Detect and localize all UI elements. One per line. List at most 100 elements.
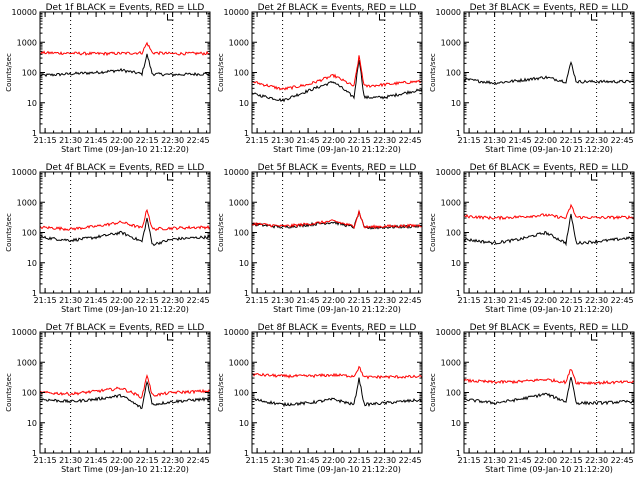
x-tick-label: 21:30 xyxy=(271,296,294,305)
x-tick-label: 21:45 xyxy=(509,456,532,465)
detector-panel-2: Det 2f BLACK = Events, RED = LLD 1 10 100 10… xyxy=(217,3,423,154)
x-tick-label: 21:45 xyxy=(85,296,108,305)
y-tick-label: 10 xyxy=(451,419,461,428)
series-lld-line xyxy=(39,373,211,399)
panel-title: Det 5f BLACK = Events, RED = LLD xyxy=(258,163,417,173)
y-tick-label: 100 xyxy=(446,69,461,78)
x-tick-label: 21:45 xyxy=(297,456,320,465)
x-tick-label: 22:15 xyxy=(348,296,371,305)
x-tick-label: 22:30 xyxy=(161,296,184,305)
detector-panel-3: Det 3f BLACK = Events, RED = LLD 1 10 100 10… xyxy=(429,3,635,154)
y-tick-label: 10000 xyxy=(12,8,37,17)
series-lld-line xyxy=(39,208,211,232)
series-events-line xyxy=(39,380,211,410)
y-tick-label: 10 xyxy=(27,419,37,428)
x-axis-label: Start Time (09-Jan-10 21:12:20) xyxy=(485,145,613,154)
x-tick-label: 21:30 xyxy=(59,456,82,465)
detector-panel-8: Det 8f BLACK = Events, RED = LLD 1 10 100 10… xyxy=(217,323,423,474)
flag-marker xyxy=(379,14,386,21)
x-tick-label: 22:45 xyxy=(187,456,210,465)
panel-title: Det 6f BLACK = Events, RED = LLD xyxy=(470,163,629,173)
x-tick-label: 21:30 xyxy=(483,136,506,145)
x-tick-label: 22:15 xyxy=(136,296,159,305)
y-tick-label: 10 xyxy=(239,259,249,268)
y-tick-label: 1 xyxy=(32,449,37,458)
plot-frame xyxy=(463,331,635,454)
detector-panel-6: Det 6f BLACK = Events, RED = LLD 1 10 100 10… xyxy=(429,163,635,314)
y-tick-label: 1000 xyxy=(229,38,249,47)
flag-marker xyxy=(167,174,174,181)
y-axis-label: Counts/sec xyxy=(217,53,225,92)
x-axis-label: Start Time (09-Jan-10 21:12:20) xyxy=(273,305,401,314)
x-tick-label: 22:45 xyxy=(399,136,422,145)
panel-title: Det 3f BLACK = Events, RED = LLD xyxy=(470,3,629,13)
detector-panel-5: Det 5f BLACK = Events, RED = LLD 1 10 100 10… xyxy=(217,163,423,314)
x-tick-label: 22:00 xyxy=(322,456,345,465)
y-tick-label: 1 xyxy=(456,289,461,298)
x-tick-label: 21:30 xyxy=(59,136,82,145)
series-events-line xyxy=(463,61,635,86)
series-lld-line xyxy=(463,203,635,221)
x-tick-label: 21:15 xyxy=(34,136,57,145)
flag-marker xyxy=(591,174,598,181)
y-tick-label: 1000 xyxy=(17,38,37,47)
y-tick-label: 1 xyxy=(32,129,37,138)
x-tick-label: 21:15 xyxy=(246,136,269,145)
x-tick-label: 21:15 xyxy=(34,296,57,305)
y-tick-label: 1 xyxy=(244,289,249,298)
y-tick-label: 100 xyxy=(446,389,461,398)
y-axis-label: Counts/sec xyxy=(429,373,437,412)
y-tick-label: 10 xyxy=(27,99,37,108)
detector-panel-9: Det 9f BLACK = Events, RED = LLD 1 10 100 10… xyxy=(429,323,635,474)
series-events-line xyxy=(463,376,635,406)
flag-marker xyxy=(591,14,598,21)
series-events-line xyxy=(251,60,423,103)
y-tick-label: 10000 xyxy=(224,328,249,337)
y-axis-label: Counts/sec xyxy=(5,213,13,252)
detector-panel-4: Det 4f BLACK = Events, RED = LLD 1 10 100 10… xyxy=(5,163,211,314)
x-tick-label: 22:45 xyxy=(187,136,210,145)
x-tick-label: 22:15 xyxy=(560,456,583,465)
series-events-line xyxy=(39,53,211,78)
x-tick-label: 22:30 xyxy=(373,136,396,145)
x-tick-label: 21:30 xyxy=(483,296,506,305)
panel-title: Det 8f BLACK = Events, RED = LLD xyxy=(258,323,417,333)
x-tick-label: 21:15 xyxy=(458,136,481,145)
y-tick-label: 10000 xyxy=(12,328,37,337)
flag-marker xyxy=(591,334,598,341)
x-tick-label: 22:00 xyxy=(534,296,557,305)
y-tick-label: 1000 xyxy=(441,198,461,207)
x-tick-label: 21:45 xyxy=(85,456,108,465)
x-tick-label: 22:15 xyxy=(348,456,371,465)
y-tick-label: 1 xyxy=(456,129,461,138)
x-axis-label: Start Time (09-Jan-10 21:12:20) xyxy=(273,465,401,474)
panel-title: Det 2f BLACK = Events, RED = LLD xyxy=(258,3,417,13)
plot-frame xyxy=(39,11,211,134)
x-tick-label: 21:30 xyxy=(59,296,82,305)
y-tick-label: 100 xyxy=(22,229,37,238)
x-tick-label: 22:30 xyxy=(161,456,184,465)
x-tick-label: 22:00 xyxy=(110,296,133,305)
x-tick-label: 22:30 xyxy=(373,456,396,465)
x-axis-label: Start Time (09-Jan-10 21:12:20) xyxy=(273,145,401,154)
y-tick-label: 10000 xyxy=(224,168,249,177)
x-tick-label: 22:45 xyxy=(399,456,422,465)
x-tick-label: 22:15 xyxy=(136,136,159,145)
series-lld-line xyxy=(251,55,423,91)
x-tick-label: 21:30 xyxy=(271,136,294,145)
x-tick-label: 21:45 xyxy=(297,136,320,145)
x-tick-label: 22:15 xyxy=(560,136,583,145)
x-tick-label: 22:15 xyxy=(348,136,371,145)
x-tick-label: 21:15 xyxy=(458,296,481,305)
y-tick-label: 10000 xyxy=(436,328,461,337)
x-tick-label: 21:45 xyxy=(509,136,532,145)
x-tick-label: 22:00 xyxy=(110,136,133,145)
panel-title: Det 4f BLACK = Events, RED = LLD xyxy=(46,163,205,173)
y-axis-label: Counts/sec xyxy=(5,373,13,412)
x-tick-label: 21:45 xyxy=(509,296,532,305)
y-tick-label: 10 xyxy=(451,259,461,268)
y-axis-label: Counts/sec xyxy=(429,213,437,252)
flag-marker xyxy=(167,334,174,341)
x-axis-label: Start Time (09-Jan-10 21:12:20) xyxy=(61,305,189,314)
